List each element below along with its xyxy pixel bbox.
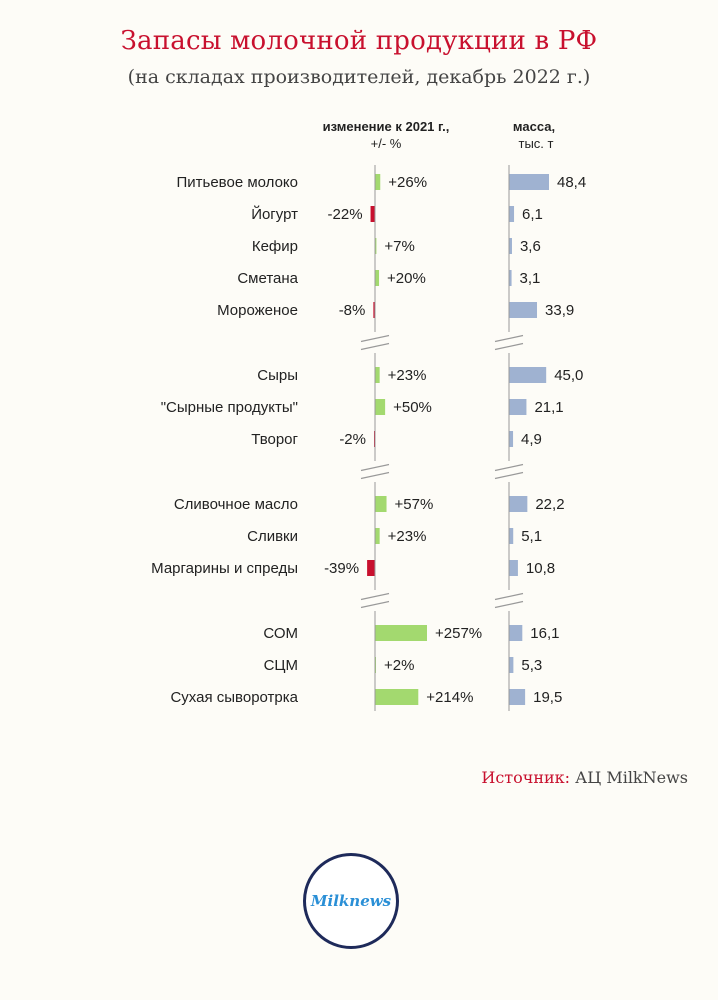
change-label: -39% bbox=[324, 560, 359, 577]
change-label: -22% bbox=[328, 206, 363, 223]
mass-header-line2: тыс. т bbox=[519, 136, 554, 151]
category-label: "Сырные продукты" bbox=[161, 399, 298, 416]
chart-title: Запасы молочной продукции в РФ bbox=[120, 26, 598, 56]
change-label: +57% bbox=[395, 496, 434, 513]
mass-bar bbox=[509, 367, 547, 383]
axis-break-mark bbox=[360, 600, 390, 609]
change-label: +23% bbox=[388, 367, 427, 384]
source-value: АЦ MilkNews bbox=[575, 768, 688, 787]
chart-svg: изменение к 2021 г., +/- % масса, тыс. т… bbox=[151, 119, 586, 711]
change-label: -2% bbox=[339, 431, 366, 448]
mass-label: 48,4 bbox=[557, 174, 586, 191]
change-label: +214% bbox=[426, 689, 473, 706]
axis-break-mark bbox=[494, 342, 524, 351]
category-label: Маргарины и спреды bbox=[151, 560, 298, 577]
mass-label: 21,1 bbox=[534, 399, 563, 416]
axis-break-mark bbox=[360, 342, 390, 351]
category-label: СОМ bbox=[263, 625, 298, 642]
change-bar bbox=[375, 174, 381, 190]
chart-subtitle: (на складах производителей, декабрь 2022… bbox=[127, 66, 591, 88]
change-label: -8% bbox=[339, 302, 366, 319]
category-label: Питьевое молоко bbox=[176, 174, 298, 191]
mass-label: 19,5 bbox=[533, 689, 562, 706]
change-header-line1: изменение к 2021 г., bbox=[323, 119, 450, 134]
mass-header-line1: масса, bbox=[513, 119, 555, 134]
axis-break-mark bbox=[494, 592, 524, 601]
mass-bar bbox=[509, 496, 528, 512]
mass-label: 3,6 bbox=[520, 238, 541, 255]
mass-label: 4,9 bbox=[521, 431, 542, 448]
change-bar bbox=[375, 528, 380, 544]
mass-bar bbox=[509, 625, 523, 641]
change-label: +7% bbox=[384, 238, 414, 255]
category-label: Сухая сывоpотрка bbox=[170, 689, 298, 706]
mass-bar bbox=[509, 560, 518, 576]
change-bar bbox=[373, 302, 375, 318]
mass-bar bbox=[509, 657, 514, 673]
mass-bar bbox=[509, 174, 549, 190]
logo-text: Milknews bbox=[310, 892, 392, 910]
category-label: Мороженое bbox=[217, 302, 298, 319]
change-label: +20% bbox=[387, 270, 426, 287]
mass-label: 10,8 bbox=[526, 560, 555, 577]
mass-bar bbox=[509, 528, 514, 544]
axis-break-mark bbox=[494, 600, 524, 609]
mass-label: 33,9 bbox=[545, 302, 574, 319]
category-label: Сметана bbox=[237, 270, 298, 287]
change-bar bbox=[375, 238, 377, 254]
mass-label: 22,2 bbox=[535, 496, 564, 513]
change-bar bbox=[375, 399, 386, 415]
mass-bar bbox=[509, 399, 527, 415]
mass-bar bbox=[509, 238, 512, 254]
mass-bar bbox=[509, 302, 538, 318]
change-label: +23% bbox=[388, 528, 427, 545]
category-label: Сливочное масло bbox=[174, 496, 298, 513]
axis-break-mark bbox=[360, 334, 390, 343]
category-label: Творог bbox=[251, 431, 298, 448]
mass-label: 45,0 bbox=[554, 367, 583, 384]
change-bar bbox=[367, 560, 375, 576]
change-bar bbox=[375, 496, 387, 512]
mass-label: 6,1 bbox=[522, 206, 543, 223]
change-bar bbox=[370, 206, 375, 222]
change-bar bbox=[375, 625, 427, 641]
mass-bar bbox=[509, 270, 512, 286]
mass-label: 5,3 bbox=[521, 657, 542, 674]
change-label: +2% bbox=[384, 657, 414, 674]
change-label: +257% bbox=[435, 625, 482, 642]
axis-break-mark bbox=[494, 463, 524, 472]
change-label: +26% bbox=[388, 174, 427, 191]
axis-break-mark bbox=[360, 471, 390, 480]
axis-break-mark bbox=[360, 463, 390, 472]
axis-break-mark bbox=[494, 334, 524, 343]
category-label: СЦМ bbox=[264, 657, 298, 674]
axis-break-mark bbox=[360, 592, 390, 601]
milknews-logo: Milknews bbox=[303, 853, 399, 949]
mass-bar bbox=[509, 689, 526, 705]
change-label: +50% bbox=[393, 399, 432, 416]
change-header-line2: +/- % bbox=[371, 136, 402, 151]
category-label: Кефир bbox=[252, 238, 298, 255]
mass-bar bbox=[509, 206, 515, 222]
mass-bar bbox=[509, 431, 514, 447]
category-label: Сыры bbox=[257, 367, 298, 384]
category-label: Сливки bbox=[247, 528, 298, 545]
change-bar bbox=[375, 689, 419, 705]
mass-label: 5,1 bbox=[521, 528, 542, 545]
mass-label: 16,1 bbox=[530, 625, 559, 642]
mass-label: 3,1 bbox=[520, 270, 541, 287]
change-bar bbox=[375, 270, 380, 286]
change-bar bbox=[375, 367, 380, 383]
source-note: Источник: АЦ MilkNews bbox=[481, 768, 688, 787]
category-label: Йогурт bbox=[251, 205, 298, 223]
source-label: Источник: bbox=[481, 768, 571, 787]
axis-break-mark bbox=[494, 471, 524, 480]
